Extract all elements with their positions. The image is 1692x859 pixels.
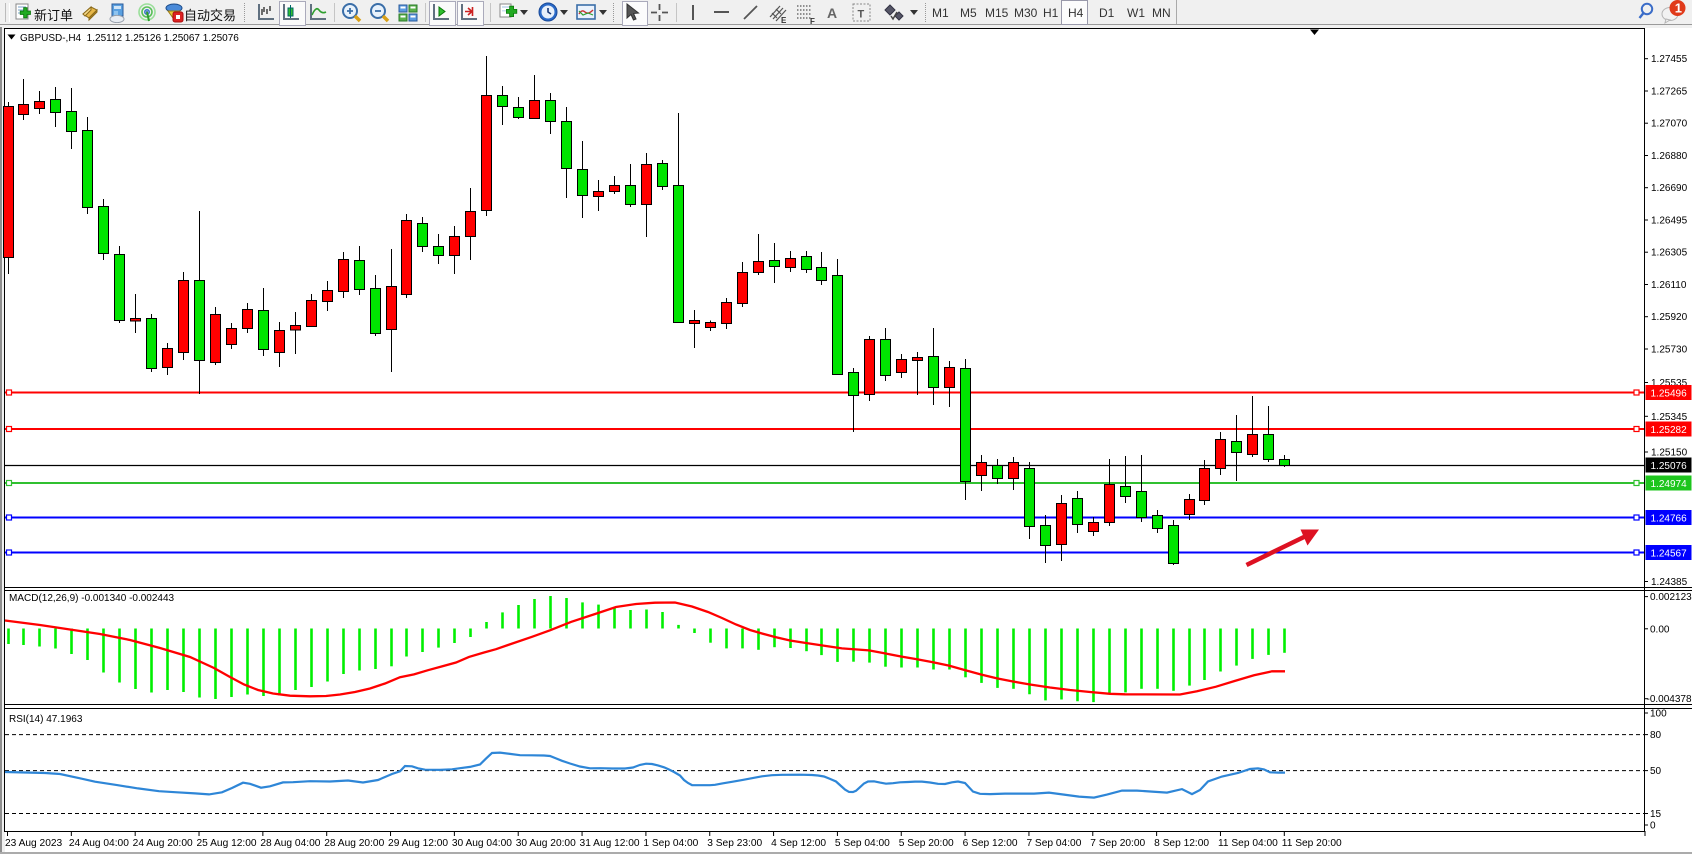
svg-text:1.25496: 1.25496: [1651, 388, 1688, 399]
svg-text:7 Sep 20:00: 7 Sep 20:00: [1090, 838, 1145, 849]
svg-text:28 Aug 04:00: 28 Aug 04:00: [260, 838, 320, 849]
svg-text:5 Sep 04:00: 5 Sep 04:00: [835, 838, 890, 849]
svg-text:1.25920: 1.25920: [1651, 312, 1688, 323]
svg-text:1.26110: 1.26110: [1651, 280, 1687, 291]
svg-text:11 Sep 20:00: 11 Sep 20:00: [1282, 838, 1342, 849]
svg-text:F: F: [810, 17, 815, 25]
svg-text:MACD(12,26,9) -0.001340 -0.002: MACD(12,26,9) -0.001340 -0.002443: [9, 593, 175, 604]
svg-text:1.25076: 1.25076: [1651, 461, 1688, 472]
svg-text:1.24385: 1.24385: [1651, 577, 1688, 588]
svg-text:50: 50: [1650, 766, 1662, 777]
svg-text:80: 80: [1650, 730, 1662, 741]
svg-text:GBPUSD-,H4 1.25112 1.25126 1.: GBPUSD-,H4 1.25112 1.25126 1.25067 1.250…: [20, 33, 239, 44]
svg-text:6 Sep 12:00: 6 Sep 12:00: [963, 838, 1018, 849]
svg-text:11 Sep 04:00: 11 Sep 04:00: [1218, 838, 1278, 849]
svg-text:31 Aug 12:00: 31 Aug 12:00: [580, 838, 640, 849]
svg-text:RSI(14) 47.1963: RSI(14) 47.1963: [9, 714, 83, 725]
svg-text:1.26495: 1.26495: [1651, 216, 1688, 227]
svg-text:8 Sep 12:00: 8 Sep 12:00: [1154, 838, 1209, 849]
svg-text:29 Aug 12:00: 29 Aug 12:00: [388, 838, 448, 849]
svg-text:1.27070: 1.27070: [1651, 119, 1688, 130]
svg-text:T: T: [858, 9, 865, 21]
svg-text:5 Sep 20:00: 5 Sep 20:00: [899, 838, 954, 849]
svg-text:0.00: 0.00: [1650, 624, 1670, 635]
svg-text:24 Aug 04:00: 24 Aug 04:00: [69, 838, 129, 849]
svg-text:100: 100: [1650, 709, 1667, 720]
svg-text:15: 15: [1650, 809, 1662, 820]
svg-text:1 Sep 04:00: 1 Sep 04:00: [643, 838, 698, 849]
svg-text:1.25730: 1.25730: [1651, 345, 1688, 356]
svg-text:1.26690: 1.26690: [1651, 183, 1688, 194]
svg-text:3 Sep 23:00: 3 Sep 23:00: [707, 838, 762, 849]
svg-text:1.25150: 1.25150: [1651, 448, 1688, 459]
svg-text:28 Aug 20:00: 28 Aug 20:00: [324, 838, 384, 849]
svg-text:1.27265: 1.27265: [1651, 87, 1688, 98]
svg-text:4 Sep 12:00: 4 Sep 12:00: [771, 838, 826, 849]
svg-text:0: 0: [1650, 821, 1656, 832]
svg-text:1.24766: 1.24766: [1651, 513, 1688, 524]
svg-text:24 Aug 20:00: 24 Aug 20:00: [133, 838, 193, 849]
svg-text:23 Aug 2023: 23 Aug 2023: [5, 838, 63, 849]
svg-text:1.24974: 1.24974: [1651, 479, 1688, 490]
svg-text:1.27455: 1.27455: [1651, 54, 1688, 65]
svg-text:1.25345: 1.25345: [1651, 412, 1688, 423]
svg-text:1.25282: 1.25282: [1651, 425, 1688, 436]
svg-text:25 Aug 12:00: 25 Aug 12:00: [197, 838, 257, 849]
svg-text:1: 1: [1675, 1, 1682, 16]
svg-text:1.25535: 1.25535: [1651, 378, 1688, 389]
svg-text:1.24567: 1.24567: [1651, 548, 1688, 559]
svg-text:1.26305: 1.26305: [1651, 248, 1688, 259]
svg-text:1.26880: 1.26880: [1651, 151, 1688, 162]
svg-text:-0.004378: -0.004378: [1647, 694, 1692, 705]
svg-text:E: E: [781, 16, 787, 25]
svg-text:30 Aug 20:00: 30 Aug 20:00: [516, 838, 576, 849]
svg-text:0.002123: 0.002123: [1650, 592, 1692, 603]
svg-text:7 Sep 04:00: 7 Sep 04:00: [1026, 838, 1081, 849]
svg-text:30 Aug 04:00: 30 Aug 04:00: [452, 838, 512, 849]
